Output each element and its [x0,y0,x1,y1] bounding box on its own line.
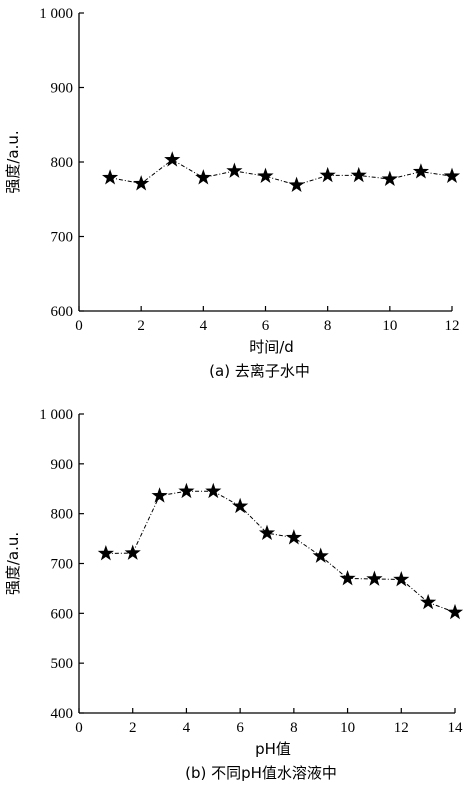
x-tick-label: 2 [137,318,145,334]
data-point-star [124,544,141,560]
x-tick-label: 8 [290,720,298,736]
data-point-star [257,167,274,184]
x-tick-label: 8 [324,318,332,334]
x-tick-label: 4 [183,720,191,736]
x-axis-title: pH值 [255,740,291,758]
data-point-star [285,529,302,545]
data-point-star [178,482,195,499]
chart-caption: (b) 不同pH值水溶液中 [185,764,337,782]
data-point-star [258,524,276,540]
x-tick-label: 14 [448,720,464,736]
data-point-star [312,547,329,563]
data-point-star [381,170,398,187]
y-tick-label: 900 [51,81,74,97]
data-point-star [164,151,181,167]
data-point-star [350,166,367,183]
series-line [109,159,453,186]
data-point-star [151,487,168,503]
y-tick-label: 900 [51,457,74,473]
x-tick-label: 12 [445,318,460,334]
data-point-star [226,162,243,178]
x-tick-label: 0 [75,318,83,334]
data-point-star [339,569,356,586]
y-axis-title: 强度/a.u. [4,130,22,193]
y-tick-label: 1 000 [39,407,73,423]
data-point-star [195,169,212,185]
data-point-star [319,166,336,183]
data-point-star [288,176,305,192]
data-point-star [412,163,429,179]
data-point-star [366,570,383,586]
y-tick-label: 1 000 [39,6,73,22]
data-point-star [102,169,119,185]
y-tick-label: 800 [51,155,74,171]
chart-b-ph-solutions: 400 500 600 700 800 900 1 000 0 2 4 6 8 10 12 14 强度/a.u… [4,407,464,782]
x-tick-label: 4 [200,318,208,334]
data-point-star [205,482,222,499]
series-line [105,490,456,613]
y-axis-title: 强度/a.u. [4,532,22,595]
data-point-star [97,545,114,561]
x-tick-label: 6 [236,720,244,736]
data-point-star [393,570,410,587]
y-tick-label: 400 [51,706,74,722]
x-tick-label: 10 [340,720,355,736]
chart-caption: (a) 去离子水中 [209,362,310,380]
y-tick-label: 600 [51,304,74,320]
data-point-star [133,175,150,191]
x-tick-label: 10 [382,318,397,334]
y-tick-label: 700 [51,230,74,246]
x-tick-label: 12 [394,720,409,736]
x-axis-title: 时间/d [249,338,294,356]
y-tick-label: 700 [51,557,74,573]
data-point-star [443,167,461,184]
x-tick-label: 2 [129,720,137,736]
data-point-star [232,497,249,514]
y-tick-label: 600 [51,606,74,622]
chart-a-deionized-water: 600 700 800 900 1 000 0 2 4 6 8 10 12 强度/a.u. 时间/d (a)… [4,6,461,380]
x-tick-label: 6 [262,318,270,334]
data-point-star [446,603,464,620]
data-point-star [420,593,437,610]
y-tick-label: 800 [51,507,74,523]
x-tick-label: 0 [75,720,83,736]
y-tick-label: 500 [51,656,74,672]
